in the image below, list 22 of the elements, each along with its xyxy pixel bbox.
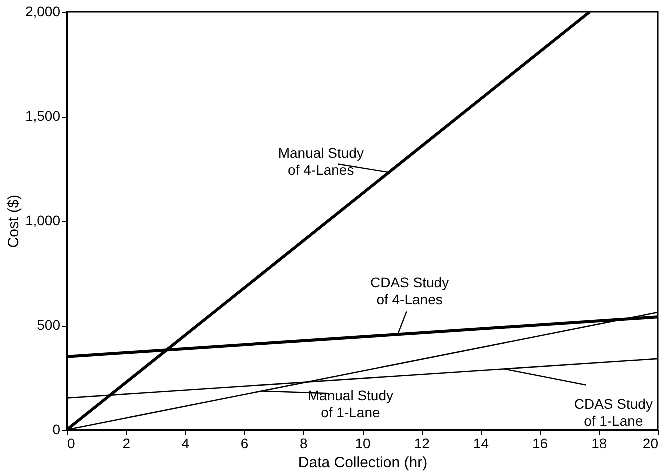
x-tick-label: 16 [532,436,548,452]
x-tick-label: 12 [414,436,430,452]
series-label: CDAS Study of 4-Lanes [370,274,450,308]
text: CDAS Study of 1-Lane [574,396,653,429]
x-tick-label: 0 [68,436,76,452]
y-tick-label: 500 [37,317,61,333]
x-tick-label: 10 [355,436,371,452]
x-tick-label: 4 [182,436,190,452]
x-tick-label: 2 [122,436,131,452]
y-tick-label: 1,000 [25,212,61,228]
x-tick-label: 18 [592,436,608,452]
series-label: Manual Study of 4-Lanes [278,145,364,178]
y-tick-label: 1,500 [25,108,61,124]
x-tick-label: 6 [240,436,249,452]
series-label: Manual Study of 1-Lane [308,388,394,421]
y-axis-title: Cost ($) [5,194,22,248]
x-tick-label: 20 [642,436,659,452]
y-tick-label: 2,000 [25,4,61,20]
x-tick-label: 14 [473,436,490,452]
y-tick-label: 0 [52,422,61,438]
x-axis-title: Data Collection (hr) [298,454,428,472]
x-tick-label: 8 [300,436,308,452]
